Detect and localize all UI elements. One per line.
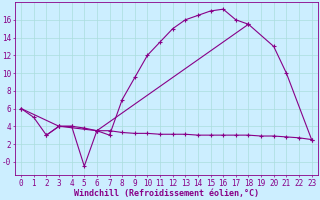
X-axis label: Windchill (Refroidissement éolien,°C): Windchill (Refroidissement éolien,°C) (74, 189, 259, 198)
